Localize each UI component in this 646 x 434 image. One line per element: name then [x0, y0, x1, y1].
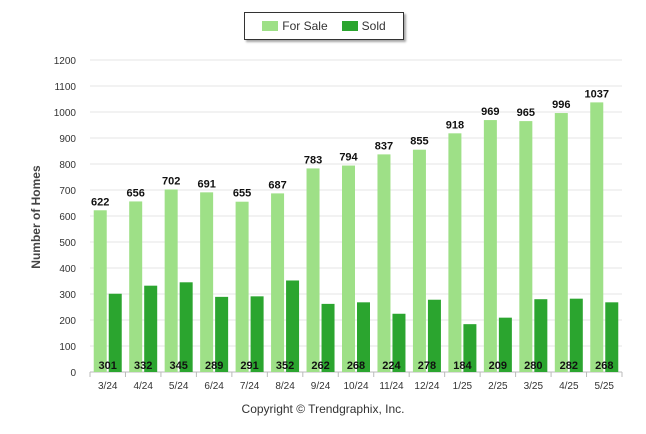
data-label-sold: 268	[347, 360, 365, 372]
bar-for-sale	[200, 192, 214, 372]
bar-for-sale	[129, 201, 143, 372]
data-label-sold: 301	[99, 360, 117, 372]
bar-sold	[427, 299, 441, 372]
y-tick-label: 1200	[54, 56, 77, 67]
bar-sold	[250, 296, 264, 372]
y-tick-label: 200	[59, 316, 76, 327]
bar-for-sale	[342, 165, 355, 372]
x-tick-label: 5/25	[595, 381, 615, 392]
y-tick-label: 400	[59, 264, 76, 275]
x-tick-label: 12/24	[414, 381, 439, 392]
x-tick-label: 10/24	[343, 381, 368, 392]
bar-sold	[357, 302, 370, 372]
chart-legend: For Sale Sold	[244, 12, 404, 40]
bar-for-sale	[164, 189, 178, 372]
bar-sold	[215, 296, 229, 372]
data-label-sold: 268	[595, 360, 613, 372]
data-label-for-sale: 794	[339, 152, 358, 164]
data-label-sold: 224	[382, 360, 401, 372]
legend-item-sold[interactable]: Sold	[341, 19, 386, 33]
x-tick-label: 11/24	[379, 381, 404, 392]
data-label-sold: 262	[311, 360, 329, 372]
bar-for-sale	[590, 102, 604, 372]
bar-for-sale	[554, 113, 568, 372]
y-axis-label: Number of Homes	[29, 165, 43, 269]
data-label-for-sale: 622	[91, 196, 109, 208]
data-label-sold: 345	[169, 360, 187, 372]
x-tick-label: 7/24	[240, 381, 260, 392]
data-label-for-sale: 656	[127, 187, 145, 199]
data-label-sold: 282	[560, 360, 578, 372]
data-label-sold: 332	[134, 360, 152, 372]
data-label-for-sale: 969	[481, 106, 499, 118]
data-label-sold: 209	[489, 360, 507, 372]
x-tick-label: 5/24	[169, 381, 189, 392]
x-tick-label: 8/24	[275, 381, 295, 392]
data-label-sold: 184	[453, 360, 472, 372]
y-tick-label: 800	[59, 160, 76, 171]
bar-sold	[534, 299, 548, 372]
x-tick-label: 1/25	[453, 381, 473, 392]
copyright-text: Copyright © Trendgraphix, Inc.	[241, 402, 405, 416]
bar-sold	[392, 313, 406, 372]
y-tick-label: 700	[59, 186, 76, 197]
bar-sold	[498, 317, 512, 372]
bar-for-sale	[271, 193, 285, 372]
y-tick-label: 1000	[54, 108, 77, 119]
bar-sold	[569, 298, 583, 372]
data-label-for-sale: 1037	[585, 88, 609, 100]
for-sale-swatch	[262, 21, 279, 31]
bar-for-sale	[483, 120, 497, 372]
data-label-sold: 291	[240, 360, 258, 372]
y-tick-label: 0	[70, 368, 76, 379]
data-label-sold: 280	[524, 360, 542, 372]
legend-item-for-sale[interactable]: For Sale	[262, 19, 328, 33]
bar-for-sale	[412, 149, 426, 372]
y-tick-label: 600	[59, 212, 76, 223]
data-label-for-sale: 687	[268, 179, 286, 191]
data-label-for-sale: 918	[446, 119, 464, 131]
data-label-for-sale: 855	[410, 136, 428, 148]
data-label-for-sale: 965	[517, 107, 535, 119]
bar-for-sale	[448, 133, 462, 372]
data-label-for-sale: 655	[233, 188, 251, 200]
x-tick-label: 3/25	[524, 381, 544, 392]
data-label-sold: 278	[418, 360, 436, 372]
x-tick-label: 4/24	[133, 381, 153, 392]
y-tick-label: 300	[59, 290, 76, 301]
bar-sold	[144, 285, 158, 372]
x-tick-label: 6/24	[204, 381, 224, 392]
data-label-sold: 352	[276, 360, 294, 372]
bar-for-sale	[519, 121, 533, 372]
bar-sold	[286, 280, 300, 372]
y-tick-label: 100	[59, 342, 76, 353]
x-tick-label: 2/25	[488, 381, 508, 392]
bar-for-sale	[377, 154, 391, 372]
y-tick-label: 1100	[54, 82, 76, 93]
x-tick-label: 9/24	[311, 381, 331, 392]
y-tick-label: 500	[59, 238, 76, 249]
data-label-for-sale: 702	[162, 175, 180, 187]
x-tick-label: 3/24	[98, 381, 118, 392]
bar-for-sale	[235, 201, 249, 372]
legend-label-sold: Sold	[361, 19, 386, 33]
sold-swatch	[341, 21, 358, 31]
data-label-for-sale: 837	[375, 140, 393, 152]
data-label-for-sale: 691	[197, 178, 215, 190]
bar-for-sale	[93, 210, 107, 372]
y-tick-label: 900	[59, 134, 76, 145]
bar-for-sale	[306, 168, 320, 372]
bar-sold	[321, 303, 335, 372]
bar-sold	[108, 293, 122, 372]
bar-sold	[179, 282, 193, 372]
data-label-for-sale: 783	[304, 154, 322, 166]
bar-sold	[605, 302, 619, 372]
x-tick-label: 4/25	[559, 381, 579, 392]
bar-sold	[463, 324, 477, 372]
data-label-for-sale: 996	[552, 99, 570, 111]
data-label-sold: 289	[205, 360, 223, 372]
legend-label-for-sale: For Sale	[282, 19, 328, 33]
